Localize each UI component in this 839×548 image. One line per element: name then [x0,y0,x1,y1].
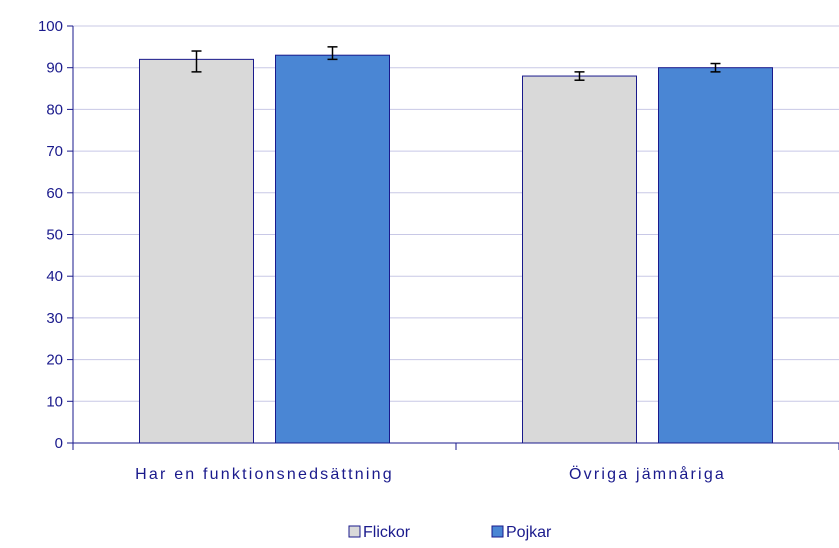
y-tick-label: 50 [46,227,63,244]
x-category-label: Har en funktionsnedsättning [135,466,394,483]
bar-pojkar-0 [275,54,390,444]
legend: Flickor Pojkar [348,524,552,541]
y-tick-label: 100 [38,18,63,35]
y-tick-label: 60 [46,185,63,202]
y-axis-ticks: 0 10 20 30 40 50 60 70 80 90 100 [38,18,73,452]
y-tick-label: 30 [46,310,63,327]
x-axis-labels: Har en funktionsnedsättning Övriga jämnår… [135,465,726,483]
bar-flickor-1 [522,75,637,444]
legend-swatch-pojkar [491,525,504,538]
error-bar [191,50,202,73]
y-tick-label: 70 [46,143,63,160]
axes [72,26,839,450]
legend-label-pojkar: Pojkar [506,524,552,541]
y-tick-label: 0 [55,435,63,452]
error-bar [574,71,585,81]
legend-swatch-flickor [348,525,361,538]
y-tick-label: 90 [46,60,63,77]
error-bar [710,62,721,73]
y-tick-label: 10 [46,393,63,410]
legend-label-flickor: Flickor [363,524,411,541]
error-bar [327,46,338,61]
y-tick-label: 40 [46,268,63,285]
bar-pojkar-1 [658,67,773,444]
x-category-label: Övriga jämnåriga [569,465,726,483]
error-bars [191,46,721,81]
y-tick-label: 20 [46,352,63,369]
bars [139,54,773,444]
bar-flickor-0 [139,58,254,444]
y-tick-label: 80 [46,101,63,118]
